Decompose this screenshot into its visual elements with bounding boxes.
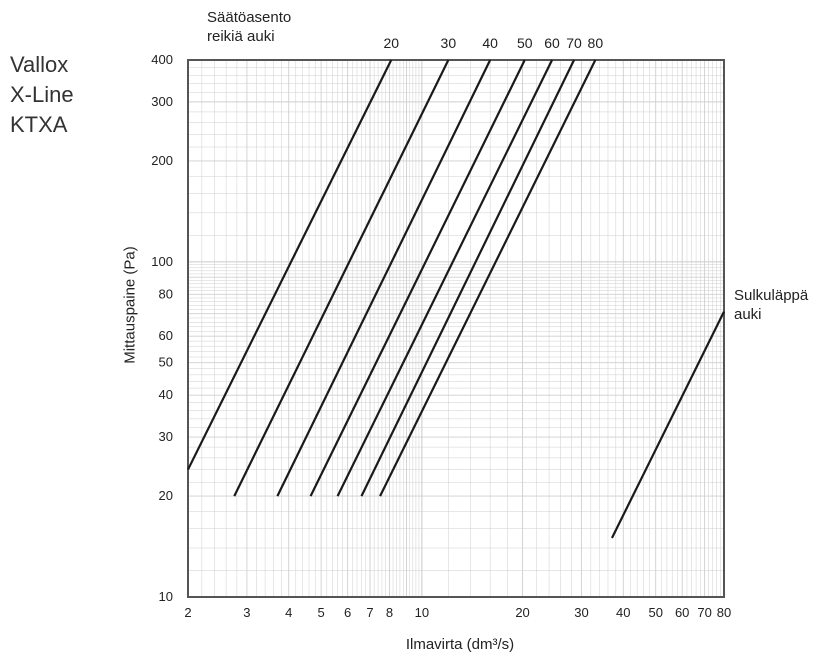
series-label: 70 [566,35,582,51]
plot-background [188,60,724,597]
x-tick-label: 80 [717,605,731,620]
y-axis-label: Mittauspaine (Pa) [121,246,139,364]
series-label: 30 [441,35,457,51]
y-tick-label: 300 [151,94,173,109]
y-tick-label: 50 [159,355,173,370]
x-tick-label: 10 [415,605,429,620]
series-line-4 [309,59,526,497]
title-line-1: Vallox [10,52,69,77]
y-tick-label: 400 [151,52,173,67]
y-tick-label: 20 [159,488,173,503]
y-tick-label: 80 [159,286,173,301]
series-line-8 [610,311,725,539]
x-tick-label: 4 [285,605,292,620]
series-line-6 [360,59,576,497]
x-tick-label: 60 [675,605,689,620]
legend-title: Säätöasento reikiä auki [207,8,291,46]
y-tick-label: 10 [159,589,173,604]
x-tick-label: 20 [515,605,529,620]
plot-frame [187,59,725,598]
series-line-7 [379,59,597,497]
series-line-2 [233,59,450,497]
x-tick-label: 2 [184,605,191,620]
x-tick-label: 3 [243,605,250,620]
series-line-5 [336,59,554,497]
x-tick-label: 5 [318,605,325,620]
closed-label-line-2: auki [734,306,762,323]
x-tick-label: 6 [344,605,351,620]
series-label: 50 [517,35,533,51]
series-line-3 [276,59,492,497]
closed-label-line-1: Sulkuläppä [734,287,809,304]
legend-title-line-2: reikiä auki [207,28,275,45]
x-tick-label: 30 [574,605,588,620]
closed-series-label: Sulkuläppä auki [734,286,808,324]
x-tick-label: 50 [648,605,662,620]
series-label: 40 [482,35,498,51]
series-label: 60 [544,35,560,51]
y-tick-label: 100 [151,254,173,269]
title-line-2: X-Line [10,82,74,107]
series-label: 20 [383,35,399,51]
x-tick-label: 7 [366,605,373,620]
y-tick-label: 60 [159,328,173,343]
x-axis-label: Ilmavirta (dm³/s) [405,636,515,653]
legend-title-line-1: Säätöasento [207,9,292,26]
y-tick-label: 40 [159,387,173,402]
series-label: 80 [588,35,604,51]
x-tick-label: 8 [386,605,393,620]
title-line-3: KTXA [10,112,68,137]
y-tick-label: 30 [159,429,173,444]
series-line-1 [187,59,393,471]
x-tick-label: 40 [616,605,630,620]
y-tick-label: 200 [151,153,173,168]
x-tick-label: 70 [697,605,711,620]
chart-title: Vallox X-Line KTXA [10,50,74,140]
